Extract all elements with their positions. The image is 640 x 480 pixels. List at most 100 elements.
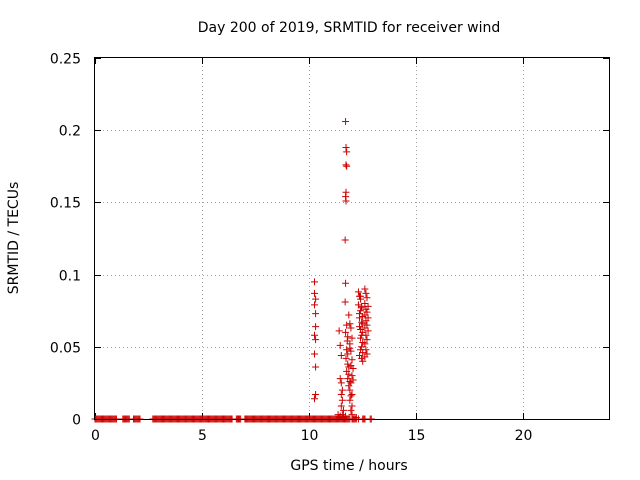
data-point — [361, 311, 369, 319]
data-point — [362, 346, 370, 354]
data-point — [348, 356, 356, 364]
data-point — [337, 390, 345, 398]
data-point — [361, 299, 369, 307]
y-tick-label: 0.05 — [50, 341, 81, 357]
data-point — [358, 343, 366, 351]
data-point — [347, 392, 355, 400]
data-point — [345, 370, 353, 378]
data-point — [358, 302, 366, 310]
data-point — [344, 350, 352, 358]
data-point — [342, 354, 350, 362]
data-point — [342, 197, 350, 205]
data-point — [357, 292, 365, 300]
data-point — [334, 411, 342, 419]
y-tick-label: 0.1 — [59, 269, 81, 285]
data-point — [358, 318, 366, 326]
data-point — [347, 406, 355, 414]
data-point — [359, 349, 367, 357]
data-point — [358, 354, 366, 362]
data-point — [346, 340, 354, 348]
data-point — [362, 317, 370, 325]
data-point — [342, 279, 350, 287]
data-point — [346, 386, 354, 394]
data-point — [362, 331, 370, 339]
data-point — [363, 336, 371, 344]
x-tick-label: 20 — [515, 428, 533, 444]
chart-title: Day 200 of 2019, SRMTID for receiver win… — [198, 20, 501, 36]
data-point — [311, 350, 319, 358]
data-point — [338, 396, 346, 404]
x-tick-label: 5 — [198, 428, 207, 444]
data-point — [346, 396, 354, 404]
data-point — [357, 307, 365, 315]
data-point — [312, 310, 320, 318]
y-axis-label: SRMTID / TECUs — [6, 182, 22, 295]
data-point — [355, 323, 363, 331]
data-point — [364, 327, 372, 335]
plot-frame — [94, 57, 610, 420]
data-point — [345, 363, 353, 371]
tick-layer: 0 5 10 15 20 0 0.05 0.1 0.15 0.2 0.25 — [50, 52, 609, 444]
data-point — [311, 278, 319, 286]
data-point — [343, 148, 351, 156]
data-point — [337, 351, 345, 359]
data-point — [362, 305, 370, 313]
data-point — [346, 320, 354, 328]
data-point — [312, 323, 320, 331]
y-tick-label: 0.25 — [50, 52, 81, 68]
data-point — [311, 301, 319, 309]
data-point — [341, 236, 349, 244]
data-point — [341, 298, 349, 306]
data-point — [357, 334, 365, 342]
data-point — [311, 289, 319, 297]
data-point — [342, 328, 350, 336]
data-point — [362, 289, 370, 297]
data-point — [361, 340, 369, 348]
data-point — [342, 412, 350, 420]
data-point — [354, 288, 362, 296]
data-point — [312, 295, 320, 303]
x-tick-label: 10 — [301, 428, 319, 444]
data-point — [363, 294, 371, 302]
data-point — [337, 379, 345, 387]
data-point — [336, 341, 344, 349]
data-point — [348, 390, 356, 398]
x-tick-label: 15 — [408, 428, 426, 444]
data-point — [355, 314, 363, 322]
data-point — [343, 321, 351, 329]
data-point — [348, 411, 356, 419]
data-point — [345, 311, 353, 319]
data-point — [312, 336, 320, 344]
point-layer — [91, 118, 375, 423]
data-point — [347, 324, 355, 332]
data-point — [343, 162, 351, 170]
data-point — [337, 402, 345, 410]
data-point — [335, 327, 343, 335]
data-point — [348, 402, 356, 410]
data-point — [359, 320, 367, 328]
data-point — [361, 324, 369, 332]
data-point — [354, 301, 362, 309]
data-point — [349, 364, 357, 372]
data-point — [348, 372, 356, 380]
data-point — [348, 334, 356, 342]
data-point — [359, 357, 367, 365]
data-point — [347, 347, 355, 355]
data-point — [346, 377, 354, 385]
data-point — [312, 363, 320, 371]
data-point — [336, 375, 344, 383]
data-point — [342, 118, 350, 126]
y-tick-label: 0 — [72, 413, 81, 429]
data-point — [359, 328, 367, 336]
data-point — [361, 353, 369, 361]
data-point — [344, 360, 352, 368]
grid-layer — [95, 58, 609, 419]
y-tick-label: 0.2 — [59, 124, 81, 140]
data-point — [361, 285, 369, 293]
data-point — [311, 395, 319, 403]
data-point — [312, 390, 320, 398]
data-point — [342, 144, 350, 152]
data-point — [343, 346, 351, 354]
x-tick-label: 0 — [91, 428, 100, 444]
